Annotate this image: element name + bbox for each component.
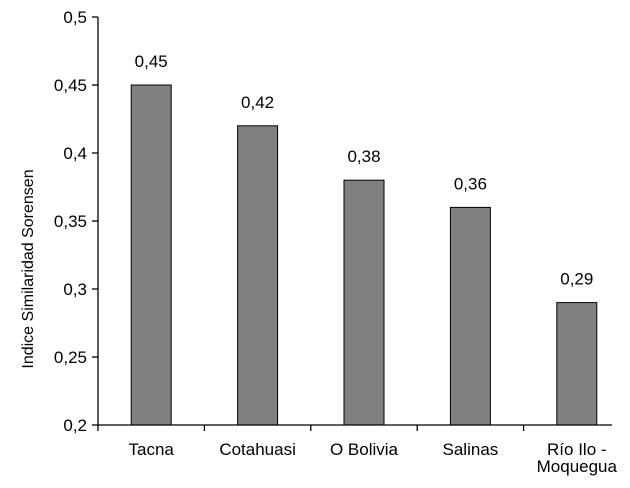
x-tick-label: Salinas	[443, 440, 499, 459]
bar	[556, 302, 598, 426]
bars-group	[130, 84, 598, 426]
data-labels-group: 0,45 Tacna 0,42 Cotahuasi 0,38 O Bolivia 0,36 S…	[129, 52, 618, 476]
x-tick-label-line: Río Ilo -	[547, 440, 607, 459]
axes-group: 0,2 0,25 0,3 0,35 0,4 0,45 0,5	[54, 8, 612, 435]
bar	[343, 179, 385, 426]
x-tick-label: Tacna	[129, 440, 175, 459]
data-label: 0,36	[454, 174, 487, 193]
y-tick-label: 0,35	[54, 212, 87, 231]
data-label: 0,45	[135, 52, 168, 71]
data-label: 0,42	[241, 93, 274, 112]
x-tick-label: O Bolivia	[330, 440, 399, 459]
bar	[449, 206, 491, 426]
y-tick-label: 0,45	[54, 76, 87, 95]
x-tick-label-line: Cotahuasi	[219, 440, 296, 459]
x-tick-label-line: Salinas	[443, 440, 499, 459]
y-tick-label: 0,4	[63, 144, 87, 163]
bar	[130, 84, 172, 426]
y-tick-label: 0,2	[63, 416, 87, 435]
x-tick-label-line: O Bolivia	[330, 440, 399, 459]
data-label: 0,38	[347, 147, 380, 166]
bar	[237, 125, 279, 426]
x-tick-label-line: Moquegua	[537, 457, 618, 476]
y-tick-label: 0,5	[63, 8, 87, 27]
x-tick-label: Cotahuasi	[219, 440, 296, 459]
x-tick-label: Río Ilo -Moquegua	[537, 440, 618, 476]
data-label: 0,29	[560, 270, 593, 289]
y-tick-label: 0,25	[54, 348, 87, 367]
y-axis-title: Indice Similaridad Sorensen	[20, 169, 37, 368]
y-tick-label: 0,3	[63, 280, 87, 299]
x-tick-label-line: Tacna	[129, 440, 175, 459]
